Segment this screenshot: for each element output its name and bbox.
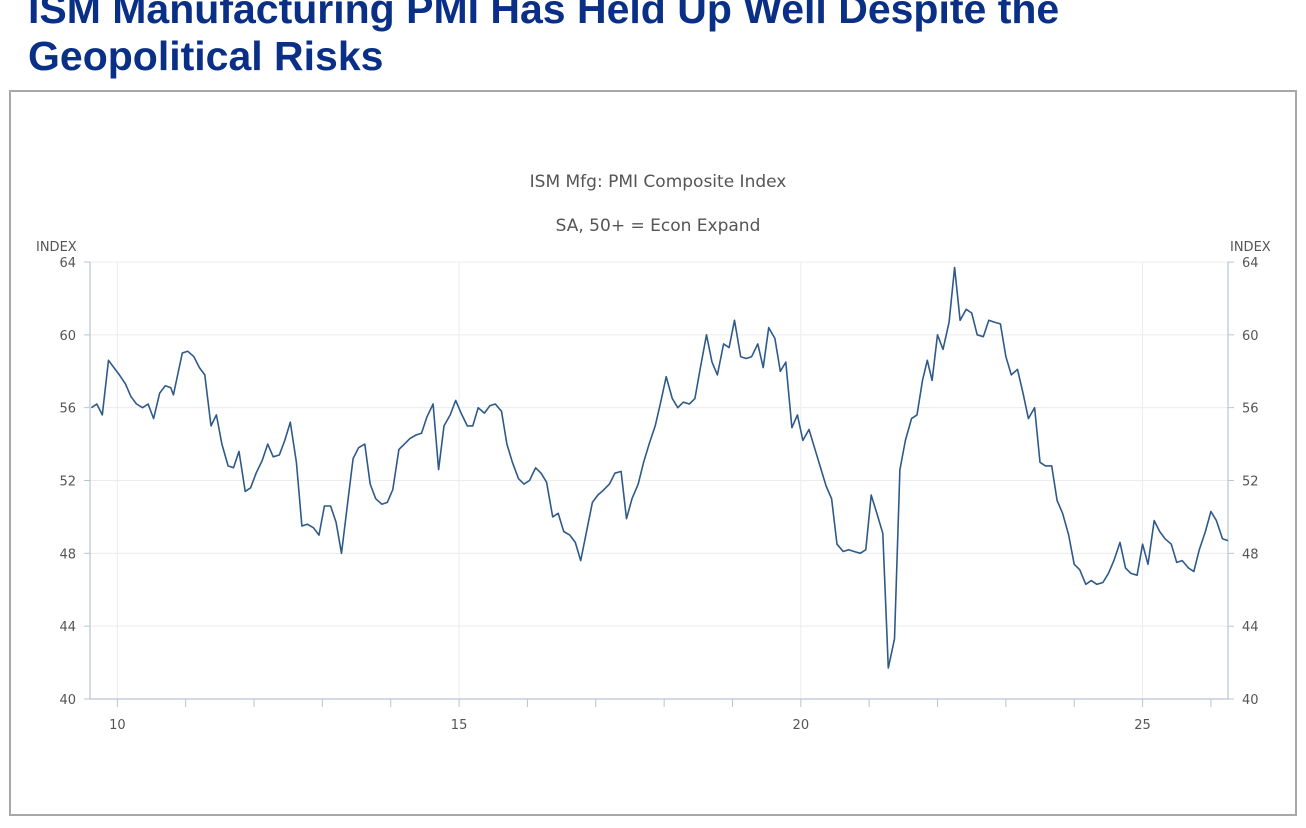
chart-title: ISM Mfg: PMI Composite Index	[530, 172, 787, 192]
y-tick-label-left: 64	[59, 256, 76, 271]
y-axis-label-left: INDEX	[36, 240, 77, 255]
y-tick-label-left: 48	[59, 547, 76, 562]
y-tick-label-left: 56	[59, 402, 76, 417]
pmi-series-line	[90, 266, 1229, 669]
x-tick-label: 10	[109, 718, 126, 733]
y-tick-label-right: 64	[1242, 256, 1259, 271]
tick-labels: 40 40 44 44 48 48 52 52 56 56 60 60 64 64 10 15 20 25	[59, 256, 1258, 733]
x-tick-label: 15	[451, 718, 468, 733]
x-tick-label: 25	[1134, 718, 1151, 733]
y-tick-label-right: 52	[1242, 475, 1259, 490]
x-tick-label: 20	[793, 718, 810, 733]
y-tick-label-left: 60	[59, 329, 76, 344]
grid-lines	[90, 261, 1228, 699]
y-tick-label-right: 48	[1242, 547, 1259, 562]
y-tick-label-left: 52	[59, 475, 76, 490]
y-tick-label-right: 60	[1242, 329, 1259, 344]
y-axis-label-right: INDEX	[1230, 240, 1271, 255]
y-tick-label-left: 44	[59, 620, 76, 635]
y-tick-label-right: 40	[1242, 693, 1259, 708]
y-tick-label-right: 44	[1242, 620, 1259, 635]
y-tick-label-left: 40	[59, 693, 76, 708]
chart-subtitle: SA, 50+ = Econ Expand	[556, 216, 761, 236]
slide-title: ISM Manufacturing PMI Has Held Up Well D…	[28, 0, 1060, 79]
y-tick-label-right: 56	[1242, 402, 1259, 417]
axes	[84, 261, 1234, 707]
